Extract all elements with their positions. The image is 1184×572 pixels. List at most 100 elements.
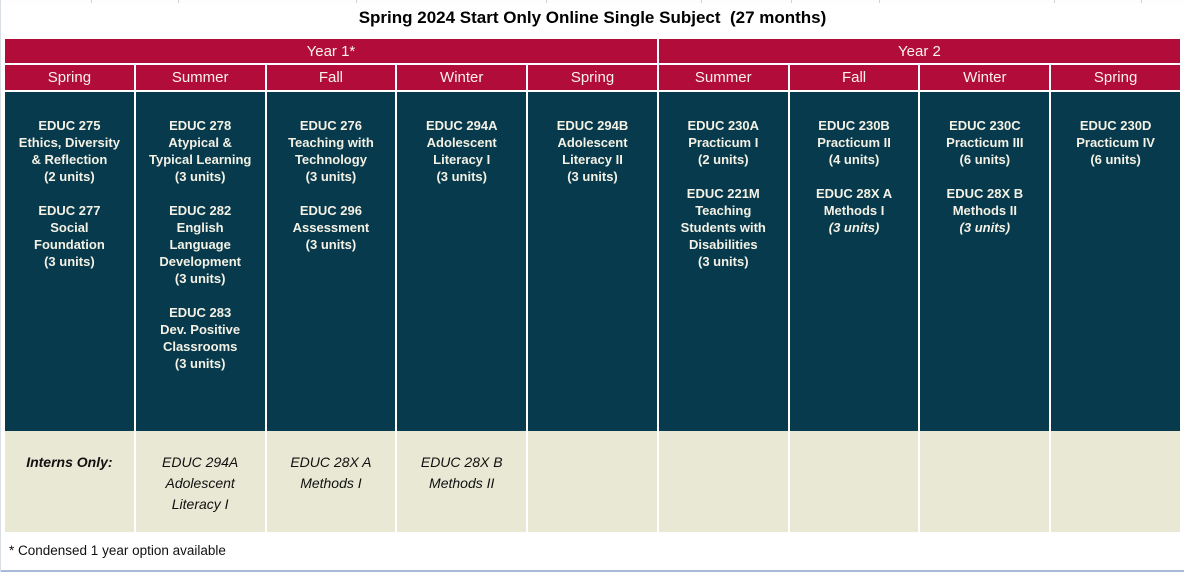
spreadsheet-gridline-strip xyxy=(1,0,1184,3)
course-line: EDUC 276 xyxy=(299,118,362,133)
course-line: Disabilities xyxy=(688,237,758,252)
gridline-tick xyxy=(91,0,92,3)
course-line: EDUC 278 xyxy=(169,118,232,133)
gridline-tick xyxy=(1054,0,1055,3)
course-line: (3 units) xyxy=(305,169,357,184)
year2-header: Year 2 xyxy=(658,39,1180,63)
schedule-cell-year2-fall: EDUC 230B Practicum II (4 units) EDUC 28X A… xyxy=(789,92,919,431)
interns-course-line: Methods I xyxy=(300,475,362,491)
course-block: EDUC 282 English Language Development (3 uni… xyxy=(136,202,265,287)
interns-cell-year1-spring-2 xyxy=(528,431,657,532)
course-block: EDUC 278 Atypical & Typical Learning (3 uni… xyxy=(136,117,265,185)
course-line: Social xyxy=(50,220,89,235)
gridline-tick xyxy=(1141,0,1142,3)
season-header-y1-spring2: Spring xyxy=(528,65,657,90)
gridline-tick xyxy=(791,0,792,3)
course-block: EDUC 28X A Methods I (3 units) xyxy=(790,185,919,236)
course-block: EDUC 230C Practicum III (6 units) xyxy=(920,117,1049,168)
course-block: EDUC 277 Social Foundation (3 units) xyxy=(5,202,134,270)
schedule-cell-year1-summer: EDUC 278 Atypical & Typical Learning (3 uni… xyxy=(135,92,265,431)
schedule-table: Year 1* Year 2 Spring Summer Fall Winter… xyxy=(5,39,1180,532)
schedule-cell-year2-spring: EDUC 230D Practicum IV (6 units) xyxy=(1051,92,1180,431)
course-line: Technology xyxy=(294,152,367,167)
course-line: (3 units) xyxy=(174,271,226,286)
course-line: EDUC 221M xyxy=(686,186,760,201)
course-line: Classrooms xyxy=(162,339,238,354)
season-header-y1-fall: Fall xyxy=(266,65,396,90)
season-header-y1-summer: Summer xyxy=(135,65,265,90)
window-bottom-edge xyxy=(1,570,1184,572)
interns-course-line: EDUC 28X B xyxy=(420,454,503,470)
interns-course-line: Literacy I xyxy=(171,496,229,512)
schedule-cell-year1-spring-2: EDUC 294B Adolescent Literacy II (3 units) xyxy=(528,92,657,431)
schedule-cell-year1-winter: EDUC 294A Adolescent Literacy I (3 units) xyxy=(397,92,527,431)
gridline-tick xyxy=(879,0,880,3)
course-line: (3 units) xyxy=(567,169,618,184)
season-header-y1-spring: Spring xyxy=(5,65,134,90)
course-line: EDUC 283 xyxy=(169,305,232,320)
page-title: Spring 2024 Start Only Online Single Sub… xyxy=(358,8,827,27)
course-schedule-grid: EDUC 275 Ethics, Diversity & Reflection (2 … xyxy=(5,92,1180,431)
condensed-option-footnote: * Condensed 1 year option available xyxy=(9,543,226,558)
season-header-y2-fall: Fall xyxy=(789,65,919,90)
interns-course-line: Methods II xyxy=(429,475,495,491)
season-header-y2-summer: Summer xyxy=(658,65,788,90)
course-line: EDUC 275 xyxy=(38,118,101,133)
interns-cell-interns-label: Interns Only: xyxy=(5,431,134,532)
course-line: (3 units) xyxy=(828,220,880,235)
course-line: (3 units) xyxy=(959,220,1011,235)
course-line: EDUC 296 xyxy=(299,203,362,218)
course-line: Practicum IV xyxy=(1076,135,1155,150)
course-line: EDUC 230C xyxy=(949,118,1021,133)
season-header-y2-spring: Spring xyxy=(1051,65,1180,90)
interns-cell-year2-spring xyxy=(1051,431,1180,532)
course-line: (3 units) xyxy=(44,254,95,269)
course-line: (2 units) xyxy=(697,152,749,167)
course-line: & Reflection xyxy=(31,152,108,167)
course-line: (3 units) xyxy=(436,169,487,184)
course-line: English xyxy=(176,220,224,235)
course-block: EDUC 230D Practicum IV (6 units) xyxy=(1051,117,1180,168)
course-line: Methods II xyxy=(952,203,1017,218)
interns-cell-year1-fall: EDUC 28X A Methods I xyxy=(266,431,396,532)
course-line: Adolescent xyxy=(426,135,497,150)
course-line: Development xyxy=(159,254,241,269)
course-block: EDUC 294B Adolescent Literacy II (3 units) xyxy=(528,117,657,185)
course-line: (3 units) xyxy=(174,169,226,184)
course-line: EDUC 28X A xyxy=(815,186,893,201)
course-line: (3 units) xyxy=(174,356,226,371)
interns-only-row: Interns Only: EDUC 294A Adolescent Literacy… xyxy=(5,431,1180,532)
course-line: (6 units) xyxy=(1090,152,1141,167)
course-line: Assessment xyxy=(292,220,370,235)
course-line: Typical Learning xyxy=(148,152,252,167)
course-line: (6 units) xyxy=(959,152,1011,167)
course-line: Dev. Positive xyxy=(160,322,241,337)
course-block: EDUC 275 Ethics, Diversity & Reflection (2 … xyxy=(5,117,134,185)
footer-area: * Condensed 1 year option available xyxy=(1,532,1184,566)
course-block: EDUC 221M Teaching Students with Disabiliti… xyxy=(659,185,788,270)
course-line: Literacy II xyxy=(562,152,623,167)
course-line: Teaching with xyxy=(288,135,374,150)
course-line: Atypical & xyxy=(168,135,232,150)
course-block: EDUC 28X B Methods II (3 units) xyxy=(920,185,1049,236)
schedule-cell-year2-winter: EDUC 230C Practicum III (6 units) EDUC 28X … xyxy=(920,92,1050,431)
course-block: EDUC 230B Practicum II (4 units) xyxy=(790,117,919,168)
interns-course-line: EDUC 294A xyxy=(162,454,239,470)
course-block: EDUC 276 Teaching with Technology (3 units) xyxy=(267,117,396,185)
course-line: EDUC 28X B xyxy=(946,186,1024,201)
course-block: EDUC 294A Adolescent Literacy I (3 units) xyxy=(397,117,526,185)
course-line: (3 units) xyxy=(305,237,357,252)
gridline-tick xyxy=(546,0,547,3)
year-header-row: Year 1* Year 2 xyxy=(5,39,1180,63)
course-line: EDUC 230D xyxy=(1079,118,1152,133)
course-block: EDUC 283 Dev. Positive Classrooms (3 units) xyxy=(136,304,265,372)
course-line: Literacy I xyxy=(433,152,491,167)
season-header-y1-winter: Winter xyxy=(397,65,527,90)
course-line: Foundation xyxy=(34,237,105,252)
season-header-row: Spring Summer Fall Winter Spring Summer … xyxy=(5,65,1180,90)
course-line: (3 units) xyxy=(697,254,749,269)
course-line: Methods I xyxy=(823,203,885,218)
course-line: EDUC 277 xyxy=(38,203,101,218)
course-line: EDUC 294B xyxy=(556,118,629,133)
schedule-cell-year2-summer: EDUC 230A Practicum I (2 units) EDUC 221M Te… xyxy=(658,92,788,431)
